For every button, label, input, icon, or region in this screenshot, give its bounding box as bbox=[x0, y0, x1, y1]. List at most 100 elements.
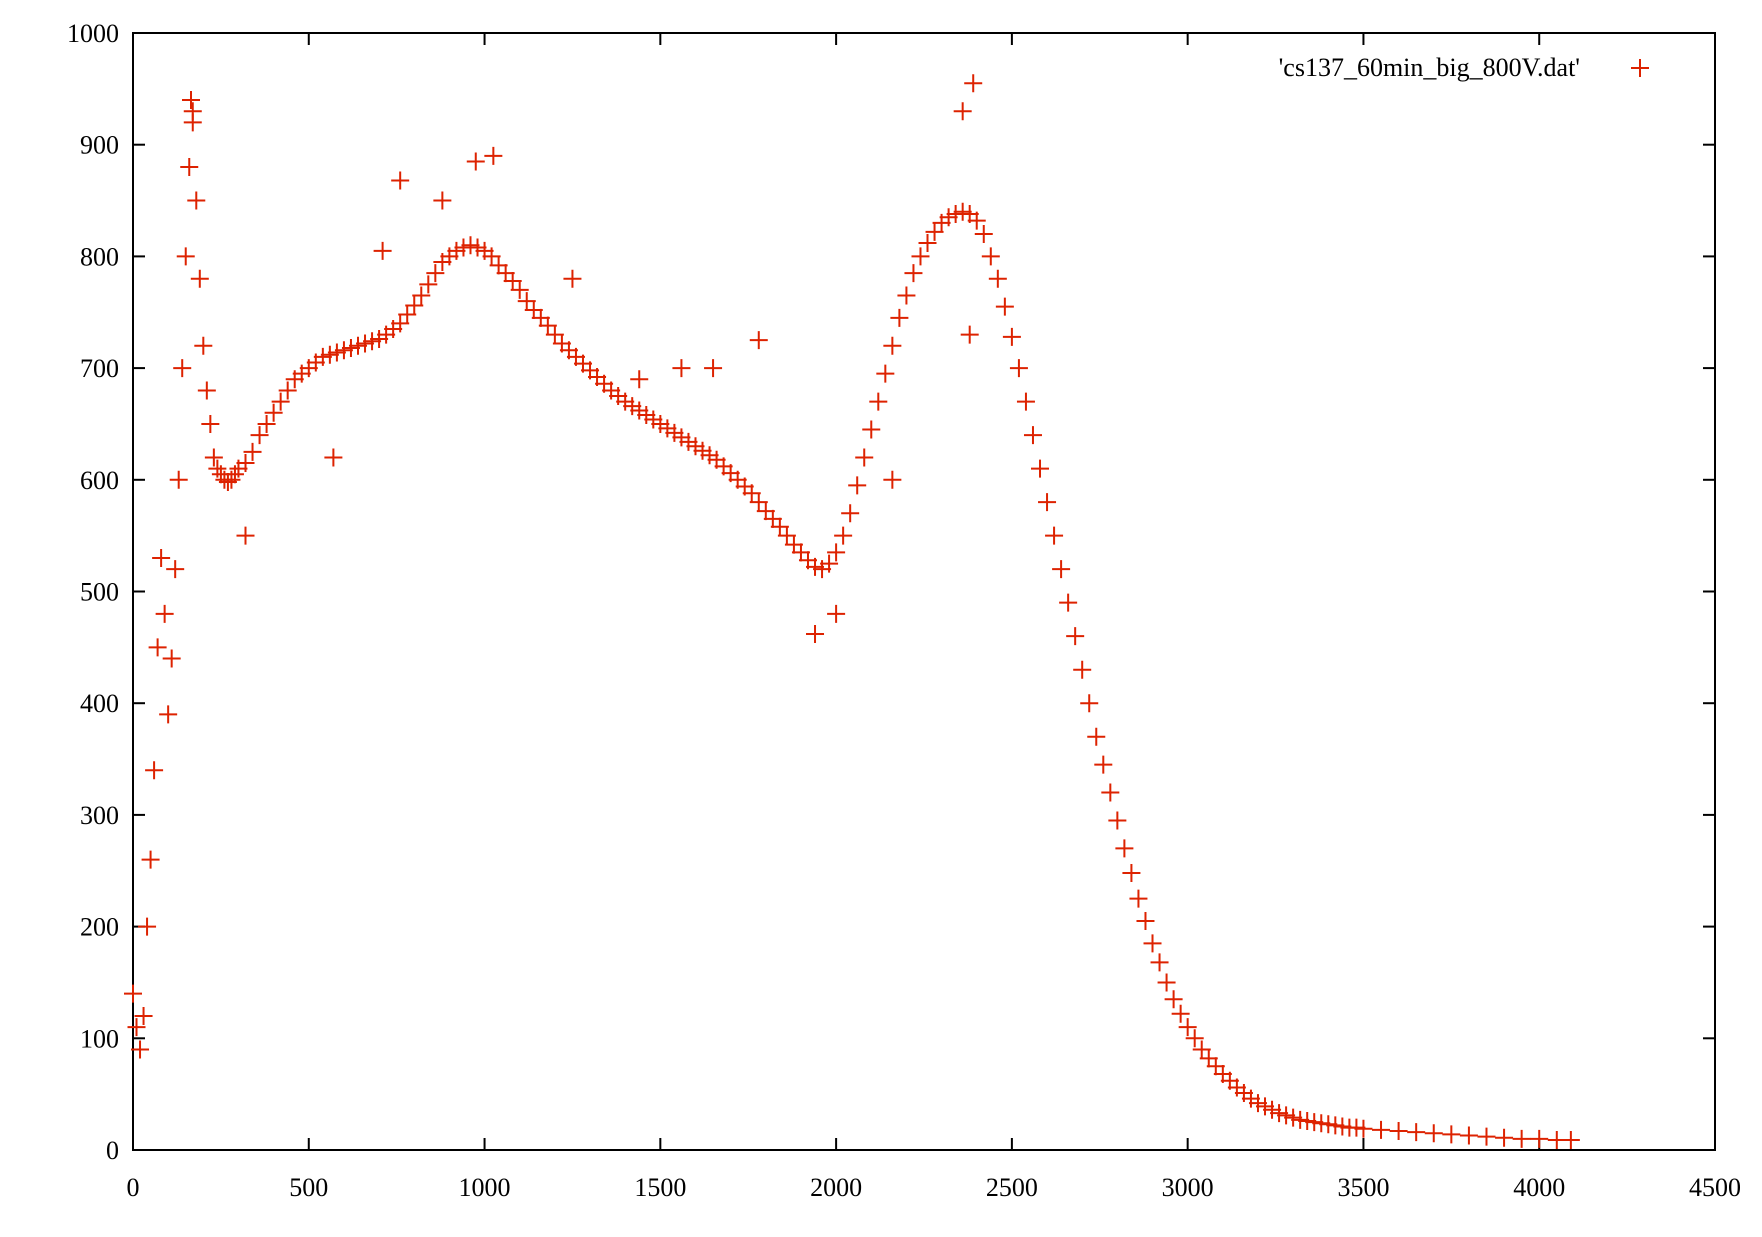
data-point bbox=[665, 423, 684, 442]
data-point bbox=[320, 345, 339, 364]
data-point bbox=[1031, 459, 1050, 478]
data-point bbox=[1080, 694, 1099, 713]
data-point bbox=[925, 222, 944, 241]
data-point bbox=[433, 191, 452, 210]
data-point bbox=[563, 269, 582, 288]
data-point bbox=[651, 414, 670, 433]
data-point bbox=[686, 437, 705, 456]
y-tick-label: 800 bbox=[80, 242, 119, 271]
data-point bbox=[820, 554, 839, 573]
x-tick-label: 3000 bbox=[1162, 1173, 1214, 1202]
data-point bbox=[271, 392, 290, 411]
data-point bbox=[1312, 1114, 1331, 1133]
data-point bbox=[756, 502, 775, 521]
data-point bbox=[141, 850, 160, 869]
data-point bbox=[960, 325, 979, 344]
data-point bbox=[236, 526, 255, 545]
data-point bbox=[827, 604, 846, 623]
data-point bbox=[1512, 1129, 1531, 1148]
data-point bbox=[1157, 973, 1176, 992]
data-point bbox=[1016, 392, 1035, 411]
data-point bbox=[834, 526, 853, 545]
data-point bbox=[1372, 1120, 1391, 1139]
data-point bbox=[531, 308, 550, 327]
data-point bbox=[784, 535, 803, 554]
x-tick-label: 500 bbox=[289, 1173, 328, 1202]
data-point bbox=[981, 247, 1000, 266]
x-tick-label: 4500 bbox=[1689, 1173, 1741, 1202]
data-point bbox=[313, 347, 332, 366]
data-point bbox=[777, 526, 796, 545]
data-point bbox=[1305, 1113, 1324, 1132]
data-point bbox=[1495, 1128, 1514, 1147]
data-point bbox=[1052, 560, 1071, 579]
data-point bbox=[1319, 1115, 1338, 1134]
data-point bbox=[134, 1006, 153, 1025]
y-tick-label: 300 bbox=[80, 801, 119, 830]
data-point bbox=[482, 247, 501, 266]
data-point bbox=[327, 343, 346, 362]
data-point bbox=[953, 202, 972, 221]
data-point bbox=[953, 102, 972, 121]
data-point bbox=[1206, 1057, 1225, 1076]
data-point bbox=[503, 271, 522, 290]
data-point bbox=[1530, 1129, 1549, 1148]
data-point bbox=[1263, 1100, 1282, 1119]
data-point bbox=[742, 484, 761, 503]
data-point bbox=[348, 336, 367, 355]
data-point bbox=[1136, 912, 1155, 931]
data-point bbox=[1424, 1124, 1443, 1143]
data-point bbox=[918, 233, 937, 252]
data-point bbox=[405, 296, 424, 315]
data-point bbox=[1333, 1117, 1352, 1136]
data-point bbox=[1291, 1110, 1310, 1129]
data-point bbox=[124, 984, 142, 1003]
data-point bbox=[180, 158, 199, 177]
data-point bbox=[644, 410, 663, 429]
data-point bbox=[190, 269, 209, 288]
data-point bbox=[1199, 1049, 1218, 1068]
data-point bbox=[138, 917, 157, 936]
y-tick-label: 0 bbox=[106, 1136, 119, 1165]
x-tick-label: 2000 bbox=[810, 1173, 862, 1202]
data-point bbox=[173, 359, 192, 378]
data-point bbox=[672, 359, 691, 378]
data-point bbox=[363, 332, 382, 351]
data-point bbox=[1185, 1029, 1204, 1048]
data-point bbox=[616, 392, 635, 411]
data-point bbox=[1326, 1116, 1345, 1135]
y-tick-label: 900 bbox=[80, 131, 119, 160]
data-point bbox=[848, 476, 867, 495]
x-tick-label: 1500 bbox=[634, 1173, 686, 1202]
legend-marker bbox=[1631, 59, 1649, 77]
data-point bbox=[131, 1040, 150, 1059]
data-point bbox=[1178, 1018, 1197, 1037]
data-point bbox=[517, 292, 536, 311]
data-point bbox=[1347, 1118, 1366, 1137]
data-point bbox=[524, 301, 543, 320]
data-point bbox=[1164, 990, 1183, 1009]
data-point bbox=[1002, 327, 1021, 346]
data-point bbox=[496, 264, 515, 283]
data-point bbox=[152, 548, 171, 567]
data-point bbox=[243, 442, 262, 461]
data-point bbox=[194, 336, 213, 355]
data-point bbox=[763, 509, 782, 528]
data-point bbox=[1038, 493, 1057, 512]
data-point bbox=[145, 761, 164, 780]
data-point bbox=[1389, 1122, 1408, 1141]
data-point bbox=[183, 102, 202, 121]
data-point bbox=[187, 191, 206, 210]
data-point bbox=[988, 269, 1007, 288]
data-point bbox=[693, 441, 712, 460]
data-point bbox=[468, 238, 487, 257]
data-point bbox=[1150, 953, 1169, 972]
data-point bbox=[911, 247, 930, 266]
data-point bbox=[1073, 660, 1092, 679]
data-point bbox=[1122, 863, 1141, 882]
data-point bbox=[749, 331, 768, 350]
data-point bbox=[391, 171, 410, 190]
data-point bbox=[218, 473, 237, 492]
data-point bbox=[1192, 1040, 1211, 1059]
x-axis-ticks: 0 500 1000 1500 2000 2500 3000 3500 4000 4500 bbox=[127, 33, 1741, 1202]
